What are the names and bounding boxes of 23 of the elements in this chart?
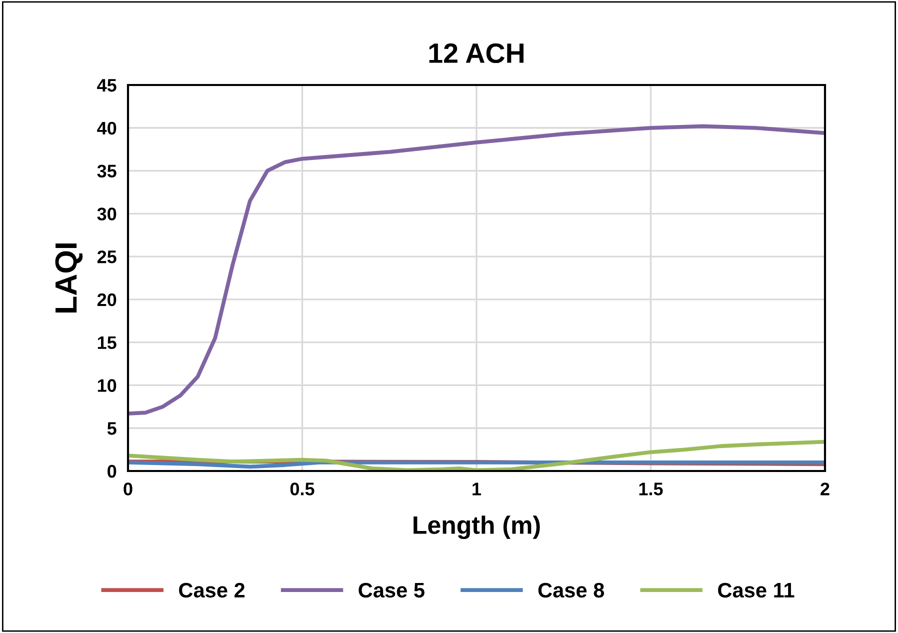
x-tick-label: 0.5 — [290, 482, 314, 496]
y-tick-label: 10 — [98, 379, 116, 392]
legend-label: Case 8 — [538, 582, 604, 598]
y-tick-label: 25 — [97, 250, 116, 264]
x-tick-label: 1 — [472, 482, 482, 496]
y-tick-label: 40 — [97, 122, 116, 135]
legend-label: Case 2 — [179, 582, 245, 598]
x-axis-title: Length (m) — [414, 516, 540, 540]
chart-title: 12 ACH — [429, 43, 524, 64]
x-tick-label: 0 — [124, 482, 132, 496]
y-tick-label: 0 — [108, 464, 116, 478]
legend-label: Case 5 — [358, 582, 424, 598]
y-tick-label: 45 — [97, 79, 116, 92]
line-series — [128, 124, 825, 416]
x-tick-label: 2 — [820, 482, 830, 496]
x-tick-label: 1.5 — [639, 482, 663, 496]
y-tick-label: 15 — [98, 336, 116, 350]
y-tick-label: 20 — [97, 293, 116, 306]
y-tick-label: 30 — [97, 208, 116, 220]
y-axis-title: LAQI — [55, 244, 83, 312]
legend-label: Case 11 — [718, 582, 794, 598]
y-tick-label: 35 — [97, 164, 116, 178]
y-tick-label: 5 — [107, 422, 116, 435]
